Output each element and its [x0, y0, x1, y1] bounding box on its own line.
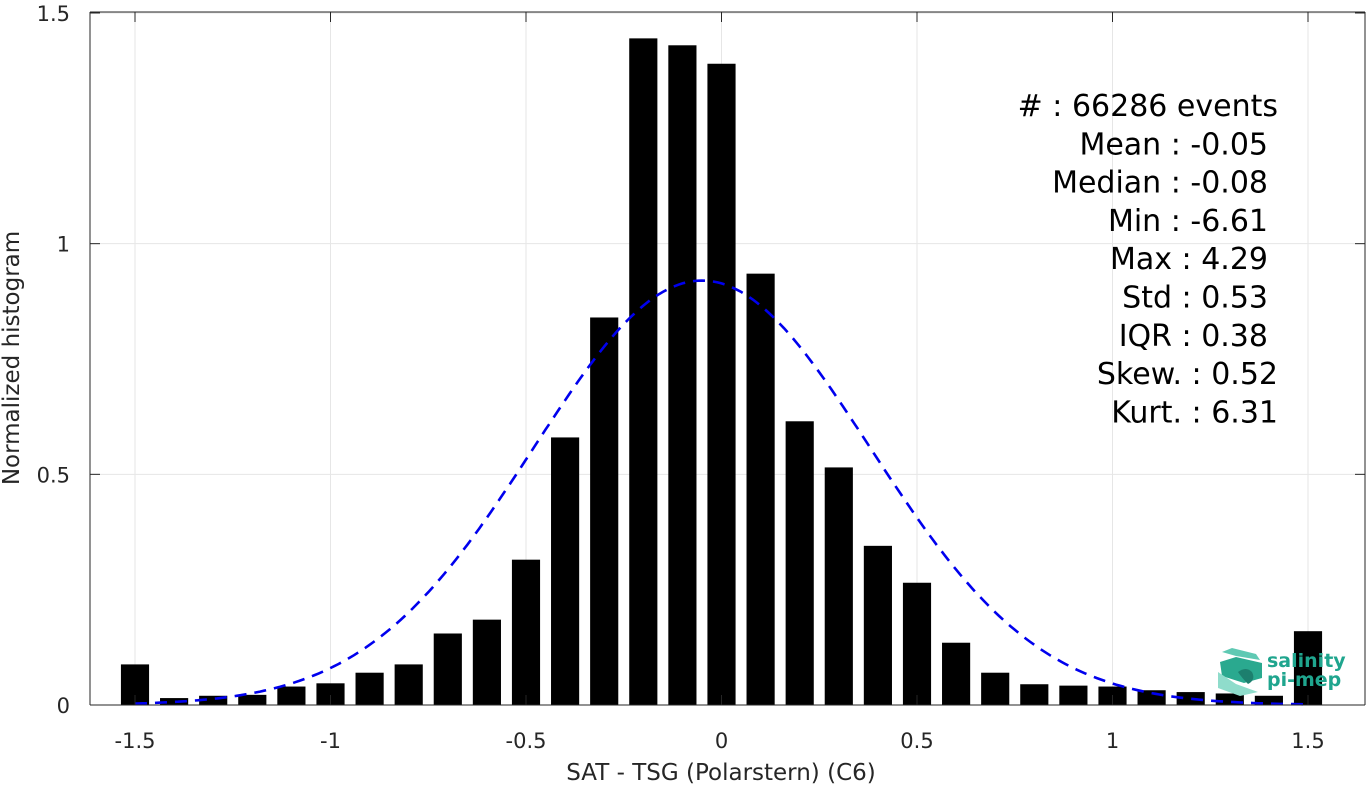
histogram-bar-23 [1020, 684, 1049, 705]
histogram-bar-2 [199, 695, 228, 705]
x-tick-label-0: -1.5 [115, 729, 156, 753]
histogram-bar-22 [981, 672, 1010, 705]
x-tick-label-5: 1 [1106, 729, 1119, 753]
histogram-bar-4 [277, 686, 306, 705]
gaussian-fit-curve [134, 279, 1309, 706]
histogram-bar-7 [394, 664, 423, 705]
histogram-bar-15 [707, 63, 736, 705]
histogram-bar-14 [668, 45, 697, 705]
histogram-bar-1 [160, 698, 189, 705]
histogram-bar-3 [238, 694, 267, 705]
stat-line-3: Min : -6.61 [1108, 204, 1268, 239]
stat-line-7: Skew. : 0.52 [1097, 357, 1278, 392]
axis-ticks: -1.5 -1 -0.5 0 0.5 1 1.5 0 0.5 1 1.5 [37, 2, 1365, 753]
histogram-bar-18 [824, 467, 853, 705]
x-tick-label-1: -1 [320, 729, 341, 753]
stat-line-0: # : 66286 events [1018, 89, 1278, 124]
histogram-bar-16 [746, 273, 775, 705]
histogram-bar-13 [629, 38, 658, 705]
histogram-bar-11 [551, 437, 580, 705]
y-tick-label-2: 1 [57, 233, 70, 257]
histogram-bar-24 [1059, 685, 1088, 705]
x-tick-label-2: -0.5 [506, 729, 547, 753]
y-tick-label-1: 0.5 [37, 463, 70, 487]
stat-line-2: Median : -0.08 [1052, 166, 1268, 201]
y-tick-label-3: 1.5 [37, 2, 70, 26]
histogram-bar-12 [590, 317, 619, 705]
histogram-bar-10 [511, 559, 541, 705]
histogram-bar-9 [472, 619, 501, 705]
histogram-bars [120, 38, 1323, 705]
axes-frame [89, 11, 1366, 706]
stat-line-4: Max : 4.29 [1110, 242, 1268, 277]
stat-line-8: Kurt. : 6.31 [1111, 395, 1278, 430]
stat-line-6: IQR : 0.38 [1119, 319, 1268, 354]
x-tick-label-4: 0.5 [900, 729, 933, 753]
histogram-bar-28 [1215, 693, 1244, 705]
histogram-bar-30 [1293, 631, 1323, 705]
histogram-bar-21 [942, 642, 971, 705]
histogram-bar-27 [1176, 692, 1205, 705]
histogram-bar-6 [355, 672, 384, 705]
salinity-pi-mep-logo: salinity pi-mep [1218, 648, 1346, 696]
y-axis-title: Normalized histogram [0, 231, 25, 485]
histogram-bar-20 [902, 582, 932, 705]
logo-mark-icon [1218, 648, 1262, 696]
x-tick-label-6: 1.5 [1291, 729, 1324, 753]
histogram-bar-29 [1254, 695, 1283, 705]
logo-text-pi-mep: pi-mep [1267, 669, 1341, 691]
stat-line-5: Std : 0.53 [1122, 281, 1268, 316]
logo-text-salinity: salinity [1267, 650, 1346, 672]
x-axis-title: SAT - TSG (Polarstern) (C6) [566, 760, 875, 785]
histogram-bar-17 [785, 421, 814, 705]
x-tick-label-3: 0 [715, 729, 728, 753]
stat-line-1: Mean : -0.05 [1079, 127, 1268, 162]
histogram-bar-8 [433, 633, 462, 705]
histogram-bar-19 [863, 545, 892, 705]
histogram-bar-5 [316, 683, 345, 705]
y-tick-label-0: 0 [57, 694, 70, 718]
